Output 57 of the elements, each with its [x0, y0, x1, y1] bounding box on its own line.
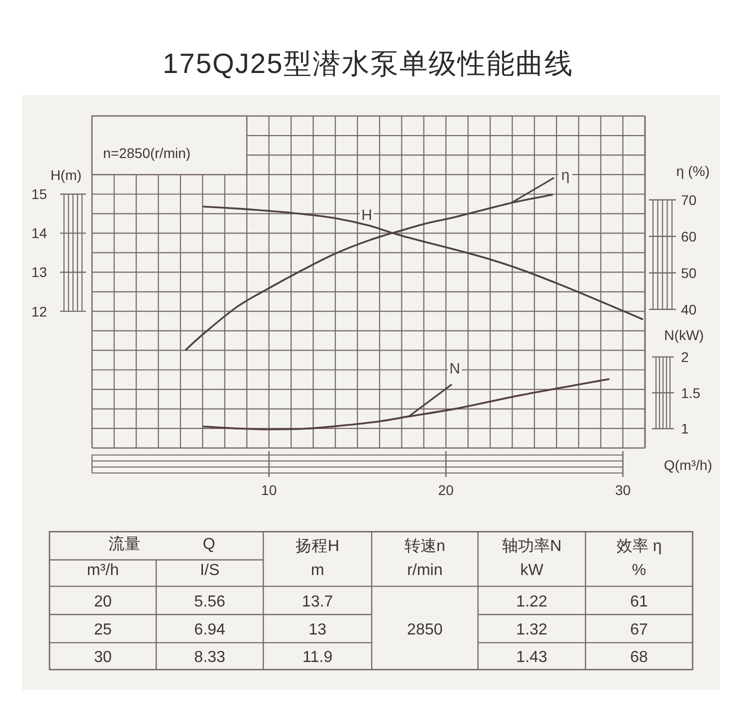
y3-tick-label: 1	[681, 420, 689, 437]
y-axis-title: H(m)	[50, 167, 82, 184]
text: 流量	[108, 535, 141, 553]
text: 扬程H	[296, 538, 340, 555]
text: 67	[630, 622, 648, 639]
text: m³/h	[86, 562, 119, 579]
text: 68	[630, 649, 648, 666]
text: r/min	[407, 562, 443, 579]
y-tick-label: 15	[31, 186, 48, 202]
text: 30	[94, 649, 112, 666]
axis-y3: 1 1.5 2 N(kW)	[652, 326, 704, 437]
text: 1.22	[516, 593, 548, 610]
x-tick-label: 10	[261, 482, 277, 498]
axis-y2: 40 50 60 70 η (%)	[649, 162, 710, 318]
text: 转速n	[404, 537, 446, 555]
text: 13	[308, 622, 326, 639]
x-tick-label: 30	[615, 482, 631, 498]
text: I/S	[200, 562, 220, 579]
text: 轴功率N	[502, 537, 562, 555]
text: 1.32	[516, 622, 548, 639]
line-series	[202, 378, 610, 430]
text: 25	[94, 622, 112, 639]
y2-tick-label: 60	[681, 228, 697, 244]
y-tick-label: 12	[31, 303, 48, 320]
text: 11.9	[302, 649, 333, 666]
text: 2850	[407, 622, 443, 639]
text: 效率 η	[616, 537, 662, 555]
text: kW	[520, 562, 544, 579]
text: 61	[630, 593, 648, 610]
series-label: N	[449, 360, 460, 378]
x-tick-label: 20	[438, 482, 454, 498]
y-tick-label: 13	[31, 264, 48, 280]
x-axis-title: Q(m³/h)	[664, 457, 712, 473]
text: 5.56	[194, 593, 226, 610]
y3-tick-label: 1.5	[681, 384, 701, 401]
y3-tick-label: 2	[681, 348, 689, 365]
text: %	[632, 562, 646, 579]
chart-title: 175QJ25型潜水泵单级性能曲线	[162, 48, 574, 79]
y2-tick-label: 40	[681, 301, 697, 318]
y3-axis-title: N(kW)	[664, 326, 704, 343]
axis-y: 12 13 14 15 H(m)	[31, 167, 86, 320]
y-tick-label: 14	[31, 225, 48, 242]
y2-tick-label: 70	[681, 192, 697, 208]
text: 13.7	[302, 593, 334, 610]
text: 20	[94, 593, 112, 610]
text: m	[310, 562, 324, 579]
annotation: n=2850(r/min)	[103, 145, 191, 161]
text: 6.94	[194, 622, 226, 639]
y2-tick-label: 50	[681, 264, 697, 281]
series-label: H	[361, 206, 372, 224]
y2-axis-title: η (%)	[676, 162, 710, 179]
text: 1.43	[516, 649, 548, 666]
annotation-box: n=2850(r/min)	[91, 115, 248, 176]
axis-x: 10 20 30	[91, 451, 631, 498]
text: 8.33	[194, 649, 226, 666]
text: Q	[202, 536, 216, 553]
series-label: η	[561, 166, 570, 184]
